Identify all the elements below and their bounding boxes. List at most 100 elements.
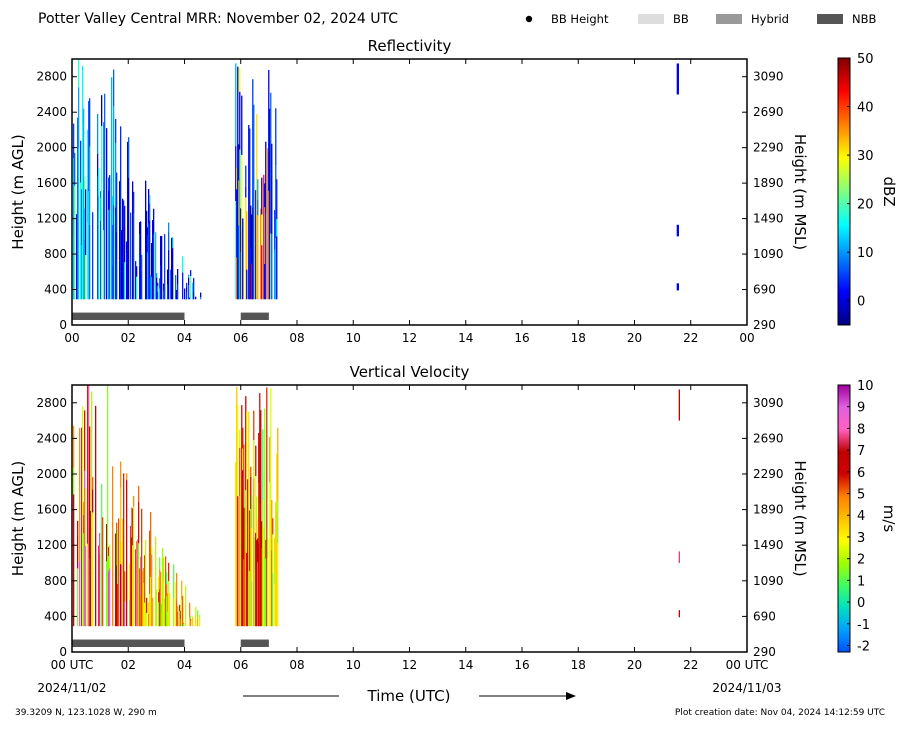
echo-cell bbox=[133, 496, 134, 507]
y-tick-label-right: 1890 bbox=[753, 176, 784, 190]
echo-cell bbox=[192, 617, 193, 627]
x-tick-label: 18 bbox=[571, 331, 586, 345]
echo-cell bbox=[156, 273, 157, 277]
echo-cell bbox=[128, 178, 129, 300]
x-tick-label: 00 bbox=[739, 331, 754, 345]
y-tick-label-right: 290 bbox=[753, 318, 776, 332]
echo-cell bbox=[200, 293, 201, 298]
y-tick-label-right: 3090 bbox=[753, 70, 784, 84]
echo-cell bbox=[109, 175, 110, 209]
echo-cell bbox=[184, 288, 185, 299]
echo-cell bbox=[109, 568, 110, 626]
echo-cell bbox=[190, 616, 191, 619]
x-tick-label: 06 bbox=[233, 331, 248, 345]
x-tick-label: 10 bbox=[346, 331, 361, 345]
colorbar-tick-label: 5 bbox=[857, 488, 865, 503]
y-axis-label-right: Height (m MSL) bbox=[791, 460, 809, 576]
echo-cell bbox=[112, 466, 113, 626]
y-tick-label-left: 2800 bbox=[36, 396, 67, 410]
echo-cell bbox=[89, 98, 90, 146]
echo-cell bbox=[138, 486, 139, 502]
y-tick-label-left: 2400 bbox=[36, 105, 67, 119]
x-tick-label: 08 bbox=[289, 658, 304, 672]
echo-cell bbox=[183, 623, 184, 624]
echo-cell bbox=[271, 144, 272, 234]
echo-cell bbox=[101, 126, 102, 185]
echo-cell bbox=[253, 411, 254, 440]
echo-cell bbox=[261, 215, 262, 246]
echo-cell bbox=[257, 179, 258, 199]
echo-cell bbox=[85, 255, 86, 299]
echo-cell bbox=[126, 480, 127, 504]
y-tick-label-right: 1490 bbox=[753, 212, 784, 226]
echo-cell bbox=[73, 468, 74, 495]
x-tick-label: 22 bbox=[683, 658, 698, 672]
echo-cell bbox=[251, 495, 252, 528]
colorbar-tick-label: 2 bbox=[857, 553, 865, 568]
echo-cell bbox=[255, 446, 256, 476]
x-tick-label: 14 bbox=[458, 658, 473, 672]
x-tick-label: 12 bbox=[402, 658, 417, 672]
x-axis-arrow-head bbox=[566, 692, 576, 700]
page-title: Potter Valley Central MRR: November 02, … bbox=[38, 11, 398, 27]
echo-cell bbox=[156, 590, 157, 626]
echo-cell bbox=[172, 248, 173, 253]
echo-cell bbox=[177, 612, 178, 626]
echo-cell bbox=[188, 278, 189, 285]
echo-cell bbox=[116, 260, 117, 300]
echo-cell bbox=[168, 223, 169, 232]
legend-swatch-bb bbox=[638, 14, 664, 24]
echo-cell bbox=[262, 429, 263, 500]
x-axis-label: Time (UTC) bbox=[367, 687, 451, 705]
echo-cell bbox=[85, 546, 86, 626]
echo-cell bbox=[109, 209, 110, 299]
legend-label: Hybrid bbox=[751, 12, 789, 26]
echo-cell bbox=[92, 512, 93, 626]
x-tick-label: 20 bbox=[627, 658, 642, 672]
echo-cell bbox=[237, 405, 238, 496]
plot-creation-date: Plot creation date: Nov 04, 2024 14:12:5… bbox=[675, 708, 885, 718]
echo-cell bbox=[168, 232, 169, 250]
x-tick-label: 14 bbox=[458, 331, 473, 345]
echo-cell bbox=[85, 488, 86, 546]
x-tick-label: 04 bbox=[177, 658, 192, 672]
echo-cell bbox=[193, 292, 194, 300]
echo-cell bbox=[140, 221, 141, 251]
colorbar-tick-label: 8 bbox=[857, 422, 865, 437]
echo-cell bbox=[124, 602, 125, 626]
echo-cell bbox=[199, 618, 200, 626]
echo-cell bbox=[186, 283, 187, 287]
echo-cell bbox=[277, 428, 278, 501]
bb-height-marker bbox=[526, 16, 532, 22]
echo-cell bbox=[177, 285, 178, 300]
legend-swatch-hybrid bbox=[716, 14, 742, 24]
echo-cell bbox=[277, 544, 278, 627]
echo-cell bbox=[118, 518, 119, 626]
echo-cell bbox=[133, 549, 134, 626]
echo-cell bbox=[99, 533, 100, 554]
y-tick-label-right: 1890 bbox=[753, 503, 784, 517]
echo-cell bbox=[199, 615, 200, 616]
x-tick-label: 00 UTC bbox=[726, 658, 769, 672]
echo-cell bbox=[253, 440, 254, 478]
echo-cell bbox=[98, 168, 99, 196]
echo-cell bbox=[253, 105, 254, 300]
echo-cell bbox=[89, 146, 90, 224]
echo-cell bbox=[120, 462, 121, 488]
echo-cell bbox=[151, 547, 152, 554]
echo-cell bbox=[189, 603, 190, 618]
echo-cell bbox=[272, 518, 273, 534]
echo-cell bbox=[153, 234, 154, 299]
colorbar-label: m/s bbox=[880, 505, 898, 533]
y-tick-label-right: 3090 bbox=[753, 396, 784, 410]
y-tick-label-left: 1200 bbox=[36, 212, 67, 226]
echo-cell bbox=[95, 406, 96, 626]
colorbar-tick-label: 1 bbox=[857, 574, 865, 589]
echo-cell bbox=[679, 610, 680, 617]
echo-field bbox=[73, 385, 680, 626]
echo-cell bbox=[113, 70, 114, 106]
echo-cell bbox=[256, 497, 257, 519]
